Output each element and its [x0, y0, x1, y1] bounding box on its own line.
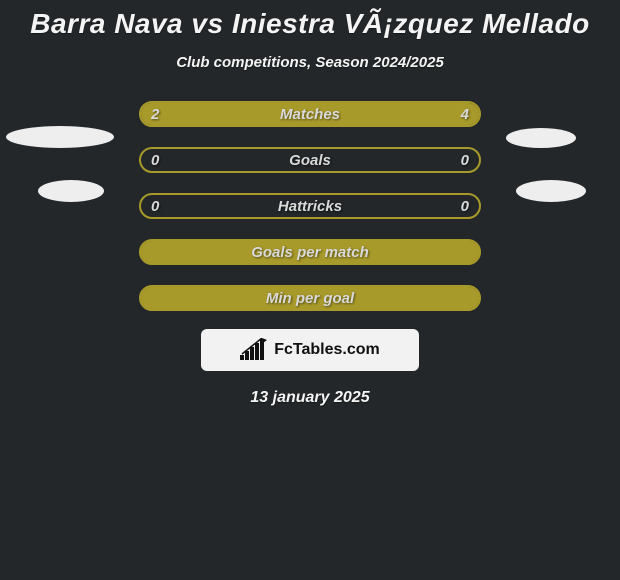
stat-bar-right-fill [141, 287, 479, 309]
logo-text: FcTables.com [274, 341, 380, 359]
stat-bar-track [139, 285, 481, 311]
stat-bar-track [139, 101, 481, 127]
stat-bar-track [139, 147, 481, 173]
stat-row: Goals00 [139, 147, 481, 173]
page-title: Barra Nava vs Iniestra VÃ¡zquez Mellado [0, 0, 620, 40]
stat-row: Hattricks00 [139, 193, 481, 219]
stat-bar-right-fill [141, 241, 479, 263]
placeholder-ellipse [516, 180, 586, 202]
stat-row: Goals per match [139, 239, 481, 265]
placeholder-ellipse [506, 128, 576, 148]
stat-row: Matches24 [139, 101, 481, 127]
stat-row: Min per goal [139, 285, 481, 311]
stat-bar-right-fill [253, 103, 479, 125]
snapshot-date: 13 january 2025 [0, 389, 620, 407]
comparison-infographic: Barra Nava vs Iniestra VÃ¡zquez Mellado … [0, 0, 620, 580]
stat-bar-left-fill [141, 103, 253, 125]
bar-chart-icon [240, 338, 270, 362]
fctables-logo: FcTables.com [201, 329, 419, 371]
stat-bar-track [139, 239, 481, 265]
placeholder-ellipse [6, 126, 114, 148]
placeholder-ellipse [38, 180, 104, 202]
subtitle: Club competitions, Season 2024/2025 [0, 54, 620, 71]
stat-bar-track [139, 193, 481, 219]
